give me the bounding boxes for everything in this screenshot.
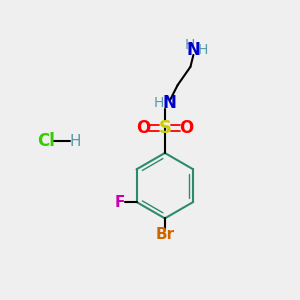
Text: O: O [179,119,194,137]
Text: N: N [187,41,200,59]
Text: H: H [153,96,164,110]
Text: H: H [70,134,81,148]
Text: Cl: Cl [37,132,55,150]
Text: F: F [115,194,125,209]
Text: Br: Br [155,227,174,242]
Text: H: H [198,44,208,58]
Text: N: N [162,94,176,112]
Text: S: S [158,119,171,137]
Text: H: H [185,38,195,52]
Text: O: O [136,119,151,137]
